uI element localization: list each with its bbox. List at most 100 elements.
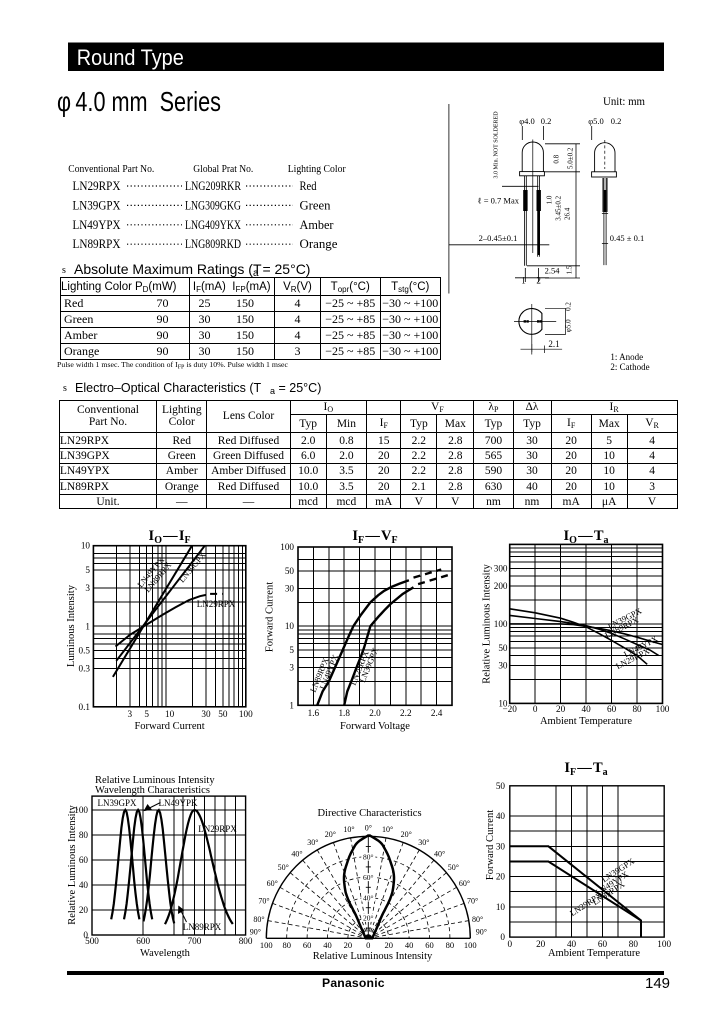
svg-text:Amber: Amber xyxy=(300,218,334,232)
svg-text:Red: Red xyxy=(300,179,317,193)
svg-text:a = 25°C): a = 25°C) xyxy=(270,381,321,396)
svg-text:Wavelength Characteristics: Wavelength Characteristics xyxy=(95,785,210,796)
svg-text:10: 10 xyxy=(285,621,295,631)
svg-text:−20: −20 xyxy=(503,704,518,714)
svg-text:LN39GPX: LN39GPX xyxy=(97,798,137,808)
svg-text:2.2: 2.2 xyxy=(400,708,412,718)
svg-text:60°: 60° xyxy=(363,873,374,882)
svg-text:Ambient Temperature: Ambient Temperature xyxy=(540,716,632,727)
svg-text:60: 60 xyxy=(303,940,312,950)
svg-text:LNG809RKD: LNG809RKD xyxy=(185,237,241,251)
svg-text:LN29RPX: LN29RPX xyxy=(73,179,121,193)
svg-text:LN29RPX: LN29RPX xyxy=(197,599,236,609)
svg-text:600: 600 xyxy=(136,936,150,946)
svg-text:40°: 40° xyxy=(291,849,302,858)
svg-text:Directive Characteristics: Directive Characteristics xyxy=(317,808,421,819)
svg-text:2.0: 2.0 xyxy=(369,708,381,718)
svg-text:100: 100 xyxy=(656,704,670,714)
svg-text:Lighting Color: Lighting Color xyxy=(288,164,347,175)
svg-text:φ 4.0 mm Series: φ 4.0 mm Series xyxy=(57,86,221,117)
svg-text:1: 1 xyxy=(521,276,526,286)
svg-text:80°: 80° xyxy=(253,915,264,924)
svg-text:20°: 20° xyxy=(401,830,412,839)
svg-text:1.8: 1.8 xyxy=(338,708,350,718)
svg-text:0: 0 xyxy=(366,940,370,950)
svg-text:5: 5 xyxy=(85,565,90,575)
svg-text:60: 60 xyxy=(79,855,89,865)
svg-text:Relative Luminous Intensity: Relative Luminous Intensity xyxy=(67,804,78,924)
svg-text:20°: 20° xyxy=(325,830,336,839)
svg-text:0: 0 xyxy=(508,939,513,949)
svg-text:1: 1 xyxy=(85,621,90,631)
svg-text:2–0.45±0.1: 2–0.45±0.1 xyxy=(479,233,518,243)
svg-text:Relative Luminous Intensity: Relative Luminous Intensity xyxy=(95,775,215,786)
svg-text:2: 2 xyxy=(536,276,541,286)
svg-text:IF — VF: IF — VF xyxy=(352,528,397,546)
svg-text:φ5.0: φ5.0 xyxy=(588,116,604,126)
svg-text:100: 100 xyxy=(464,940,477,950)
svg-text:60°: 60° xyxy=(267,879,278,888)
svg-text:0.1: 0.1 xyxy=(79,702,91,712)
svg-text:10°: 10° xyxy=(382,825,393,834)
svg-text:80: 80 xyxy=(282,940,291,950)
svg-text:70°: 70° xyxy=(258,896,269,905)
svg-text:3.45±0.2: 3.45±0.2 xyxy=(555,195,563,220)
svg-text:30°: 30° xyxy=(418,838,429,847)
svg-text:Forward Voltage: Forward Voltage xyxy=(340,721,410,732)
svg-text:0.2: 0.2 xyxy=(541,116,552,126)
svg-text:0.2: 0.2 xyxy=(565,302,573,311)
svg-text:Unit: mm: Unit: mm xyxy=(603,96,645,108)
svg-text:40: 40 xyxy=(567,939,577,949)
svg-text:90°: 90° xyxy=(476,927,487,936)
svg-text:LN89RPX: LN89RPX xyxy=(73,237,121,251)
svg-text:60: 60 xyxy=(598,939,608,949)
svg-text:Forward Current: Forward Current xyxy=(485,810,496,880)
svg-text:100: 100 xyxy=(260,940,273,950)
svg-text:30: 30 xyxy=(201,709,211,719)
svg-text:Absolute Maximum Ratings (T: Absolute Maximum Ratings (T xyxy=(74,261,262,277)
svg-text:80°: 80° xyxy=(472,915,483,924)
svg-text:Conventional Part No.: Conventional Part No. xyxy=(68,164,154,175)
svg-text:Green: Green xyxy=(300,198,331,212)
svg-text:50: 50 xyxy=(218,709,228,719)
svg-text:LNG209RKR: LNG209RKR xyxy=(185,179,242,193)
svg-text:0.45 ± 0.1: 0.45 ± 0.1 xyxy=(610,233,644,243)
svg-text:3: 3 xyxy=(289,663,294,673)
svg-text:300: 300 xyxy=(494,563,508,573)
svg-text:10: 10 xyxy=(165,709,175,719)
svg-text:1.6: 1.6 xyxy=(308,708,320,718)
svg-text:1: 1 xyxy=(289,700,294,710)
svg-text:0: 0 xyxy=(83,930,88,940)
svg-text:1: Anode: 1: Anode xyxy=(610,352,643,362)
svg-text:1.5: 1.5 xyxy=(566,265,574,274)
svg-text:700: 700 xyxy=(188,936,202,946)
svg-text:LN49YPK: LN49YPK xyxy=(158,798,198,808)
svg-text:IF — Ta: IF — Ta xyxy=(564,760,607,778)
svg-text:Pulse width 1 msec. The condit: Pulse width 1 msec. The condition of IFP… xyxy=(57,360,288,371)
svg-text:ℓ = 0.7 Max: ℓ = 0.7 Max xyxy=(478,196,520,206)
svg-text:60: 60 xyxy=(607,704,617,714)
svg-text:10: 10 xyxy=(496,902,506,912)
svg-text:50: 50 xyxy=(496,781,506,791)
svg-text:20: 20 xyxy=(556,704,566,714)
svg-text:70°: 70° xyxy=(467,896,478,905)
svg-text:IO — IF: IO — IF xyxy=(149,528,191,546)
svg-text:40: 40 xyxy=(405,940,414,950)
svg-text:Forward Current: Forward Current xyxy=(265,582,276,652)
svg-text:0: 0 xyxy=(500,932,505,942)
svg-text:Global Prat No.: Global Prat No. xyxy=(193,164,253,175)
svg-text:Relative Luminous Intensity: Relative Luminous Intensity xyxy=(313,951,433,962)
svg-text:2.1: 2.1 xyxy=(548,339,559,349)
svg-text:80: 80 xyxy=(79,830,89,840)
svg-text:LN29RPX: LN29RPX xyxy=(198,824,237,834)
svg-text:φ5.0: φ5.0 xyxy=(565,319,573,332)
svg-text:40: 40 xyxy=(582,704,592,714)
svg-text:LNG309GKG: LNG309GKG xyxy=(185,198,241,212)
svg-text:10: 10 xyxy=(498,698,508,708)
svg-text:50°: 50° xyxy=(278,863,289,872)
svg-text:20: 20 xyxy=(384,940,393,950)
svg-text:800: 800 xyxy=(239,936,253,946)
svg-text:φ4.0: φ4.0 xyxy=(519,116,535,126)
svg-text:30°: 30° xyxy=(307,838,318,847)
svg-text:3: 3 xyxy=(85,583,90,593)
